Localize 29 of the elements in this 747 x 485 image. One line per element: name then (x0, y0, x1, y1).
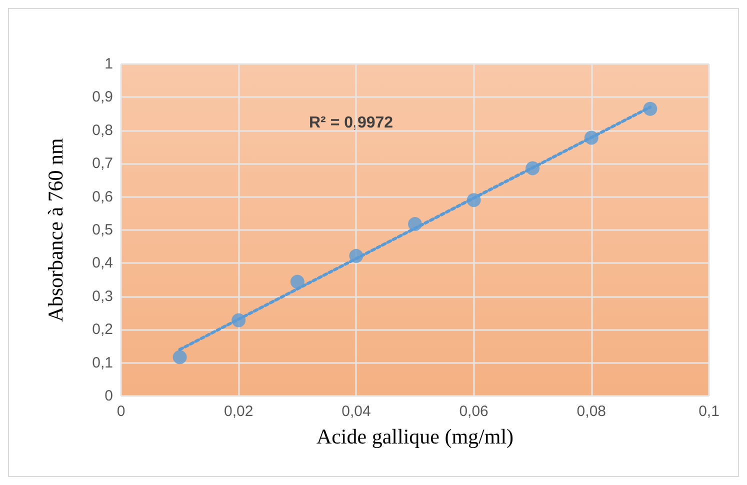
x-tick-label: 0,1 (698, 403, 720, 420)
y-tick-label: 0,6 (92, 188, 113, 206)
x-tick-label: 0 (116, 403, 126, 420)
point (172, 350, 187, 364)
point (408, 217, 422, 232)
y-tick-label: 0,9 (92, 88, 113, 106)
y-tick-label: 0,7 (92, 155, 113, 172)
y-tick-label: 0,5 (92, 222, 113, 238)
x-axis-title: Acide gallique (mg/ml) (316, 424, 514, 448)
y-tick-label: 0,2 (92, 321, 113, 338)
x-tick-label: 0,06 (459, 403, 488, 420)
point (290, 274, 304, 289)
point (643, 102, 658, 116)
x-tick-label: 0,08 (576, 403, 606, 420)
point (584, 130, 598, 145)
x-tick-label: 0,02 (224, 403, 254, 420)
annotation: R² = 0,9972 (309, 114, 394, 132)
point (349, 248, 364, 263)
x-tick-label: 0,04 (342, 403, 371, 420)
point (466, 193, 481, 208)
y-tick-label: 0,3 (92, 288, 113, 305)
y-tick-label: 1 (104, 56, 113, 72)
point (526, 161, 540, 176)
point (232, 313, 246, 328)
y-tick-label: 0,1 (92, 354, 113, 372)
y-tick-label: 0,4 (92, 254, 113, 272)
y-tick-label: 0,8 (92, 122, 113, 139)
y-tick-label: 0 (104, 388, 113, 404)
y-axis-title: Absorbance à 760 nm (44, 138, 68, 322)
